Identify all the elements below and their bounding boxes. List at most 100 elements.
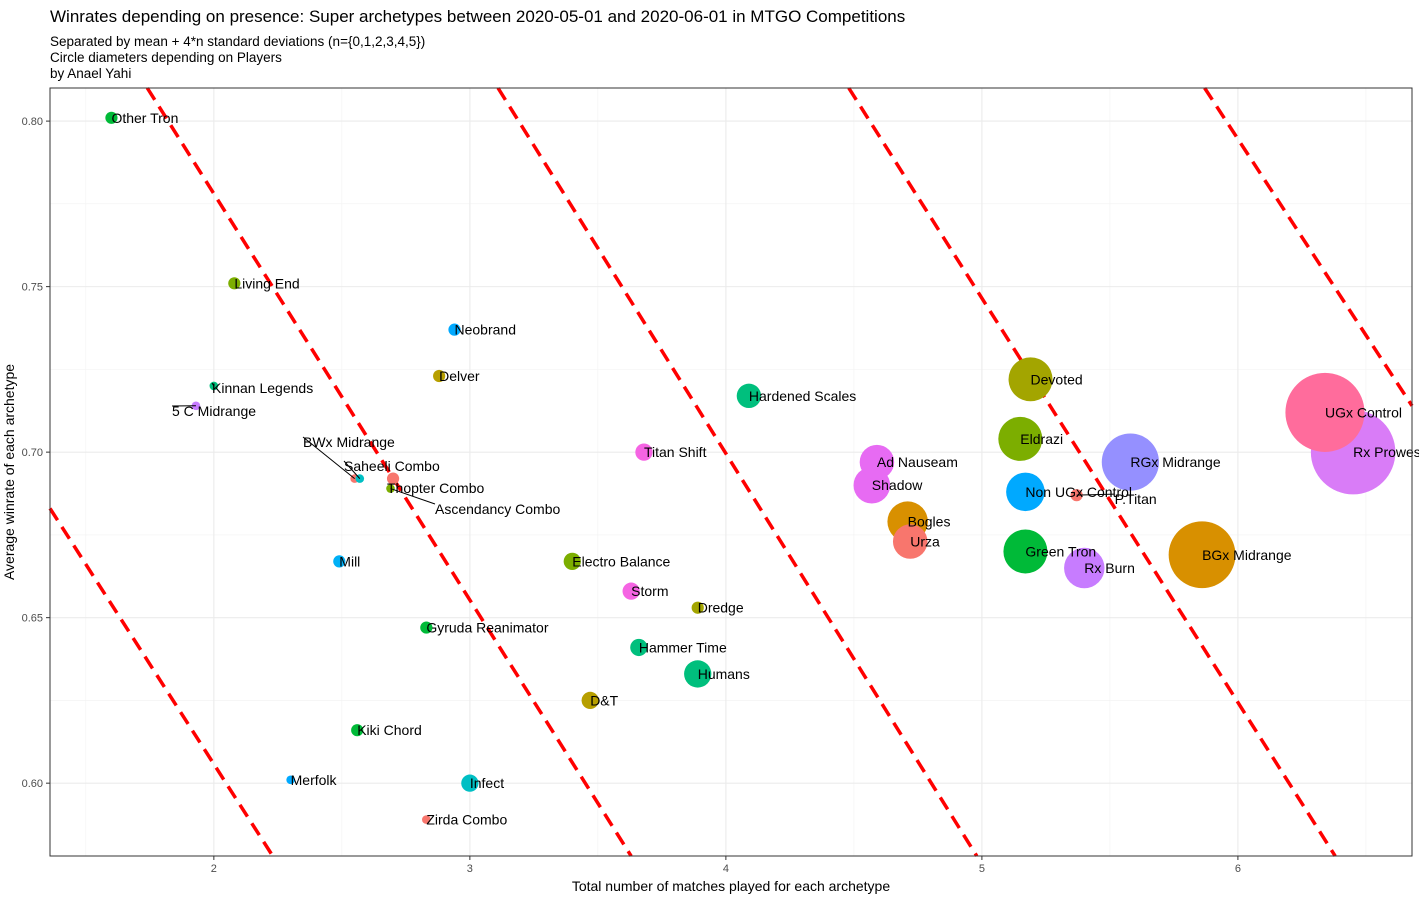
label-leader-line — [302, 436, 355, 480]
point-label: Dredge — [698, 600, 744, 616]
data-point — [333, 555, 346, 568]
x-tick-label: 2 — [211, 863, 217, 875]
data-point — [1285, 372, 1365, 452]
separator-line — [1203, 87, 1414, 407]
data-point — [105, 111, 118, 124]
point-label: Hammer Time — [639, 639, 727, 655]
label-leader-line — [211, 382, 215, 387]
point-label: RGx Midrange — [1130, 454, 1220, 470]
data-point — [420, 621, 433, 634]
y-tick-label: 0.65 — [22, 613, 43, 625]
point-label: Neobrand — [455, 322, 517, 338]
subtitle-line-1: Separated by mean + 4*n standard deviati… — [50, 34, 426, 49]
point-label: Ad Nauseam — [877, 454, 958, 470]
separator-line — [145, 87, 633, 857]
point-label: Ascendancy Combo — [435, 501, 561, 517]
data-point — [461, 774, 479, 792]
data-point — [228, 277, 241, 290]
point-label: Titan Shift — [644, 444, 707, 460]
data-point — [422, 815, 431, 824]
data-point — [1101, 433, 1159, 491]
data-point — [1008, 357, 1053, 402]
point-label: Storm — [631, 583, 668, 599]
y-tick-label: 0.70 — [22, 447, 43, 459]
point-label: Hardened Scales — [749, 388, 856, 404]
data-point — [892, 524, 928, 559]
y-tick-label: 0.75 — [22, 282, 43, 294]
point-label: Kinnan Legends — [212, 380, 313, 396]
data-points — [105, 111, 1396, 824]
point-label: Devoted — [1031, 371, 1083, 387]
x-tick-label: 5 — [979, 863, 985, 875]
point-label: BGx Midrange — [1202, 547, 1292, 563]
point-label: P.Titan — [1115, 491, 1157, 507]
point-label: Non UGx Control — [1025, 484, 1132, 500]
chart-title: Winrates depending on presence: Super ar… — [50, 7, 906, 26]
point-label: Other Tron — [111, 110, 178, 126]
data-point — [563, 552, 581, 571]
point-label: Saheeli Combo — [344, 458, 440, 474]
axes: 2 3 4 5 6 0.60 0.65 0.70 0.75 0.80 — [22, 116, 1241, 875]
point-label: UGx Control — [1325, 404, 1402, 420]
label-leader-line — [343, 460, 361, 479]
grid-lines — [50, 88, 1412, 856]
point-label: Eldrazi — [1020, 431, 1063, 447]
y-axis-label: Average winrate of each archetype — [1, 364, 17, 580]
point-label: 5 C Midrange — [172, 403, 256, 419]
point-label: BWx Midrange — [303, 434, 395, 450]
x-tick-label: 4 — [723, 863, 729, 875]
point-label: Mill — [339, 553, 360, 569]
plot-panel-border — [49, 87, 1413, 857]
point-label: Shadow — [872, 477, 923, 493]
data-point — [448, 323, 461, 336]
data-point — [433, 369, 446, 383]
label-leader-line — [390, 488, 436, 505]
point-label: Zirda Combo — [426, 812, 507, 828]
point-label: Rx Burn — [1084, 560, 1135, 576]
point-label: Thopter Combo — [387, 480, 484, 496]
chart-subtitle: Separated by mean + 4*n standard deviati… — [50, 34, 425, 82]
data-point — [635, 443, 653, 461]
point-label: Rx Prowess — [1353, 444, 1419, 460]
data-point — [286, 775, 295, 785]
data-point — [736, 383, 762, 409]
data-point — [1006, 472, 1045, 512]
point-label: Living End — [234, 275, 299, 291]
point-label: Kiki Chord — [357, 722, 422, 738]
point-labels: Other Tron Living End Neobrand Delver Kinnan… — [111, 110, 1419, 828]
separator-line — [847, 87, 1337, 857]
data-point — [1003, 529, 1048, 574]
point-label: D&T — [590, 692, 618, 708]
data-point — [1064, 547, 1105, 589]
subtitle-line-3: by Anael Yahi — [50, 66, 132, 81]
x-tick-label: 3 — [467, 863, 473, 875]
label-leader-line — [1076, 493, 1115, 496]
x-tick-label: 6 — [1235, 863, 1241, 875]
separator-lines — [48, 87, 1414, 857]
data-point — [630, 638, 648, 657]
data-point — [684, 660, 712, 688]
separator-line — [48, 507, 275, 857]
data-point — [1168, 521, 1236, 589]
point-label: Green Tron — [1025, 543, 1096, 559]
data-point — [581, 691, 599, 710]
data-point — [351, 724, 364, 737]
point-label: Humans — [698, 666, 750, 682]
y-tick-label: 0.60 — [22, 778, 43, 790]
x-axis-label: Total number of matches played for each … — [572, 878, 891, 894]
point-label: Bogles — [908, 514, 951, 530]
data-point — [998, 416, 1043, 461]
y-tick-label: 0.80 — [22, 116, 43, 128]
point-label: Gyruda Reanimator — [426, 620, 549, 636]
point-label: Merfolk — [291, 772, 338, 788]
separator-line — [496, 87, 979, 857]
point-label: Electro Balance — [572, 553, 670, 569]
data-point — [622, 582, 640, 600]
point-label: Urza — [910, 534, 940, 550]
point-label: Delver — [439, 368, 480, 384]
data-point — [386, 472, 400, 485]
data-point — [859, 444, 895, 480]
data-point — [691, 601, 704, 614]
point-label: Infect — [470, 775, 504, 791]
